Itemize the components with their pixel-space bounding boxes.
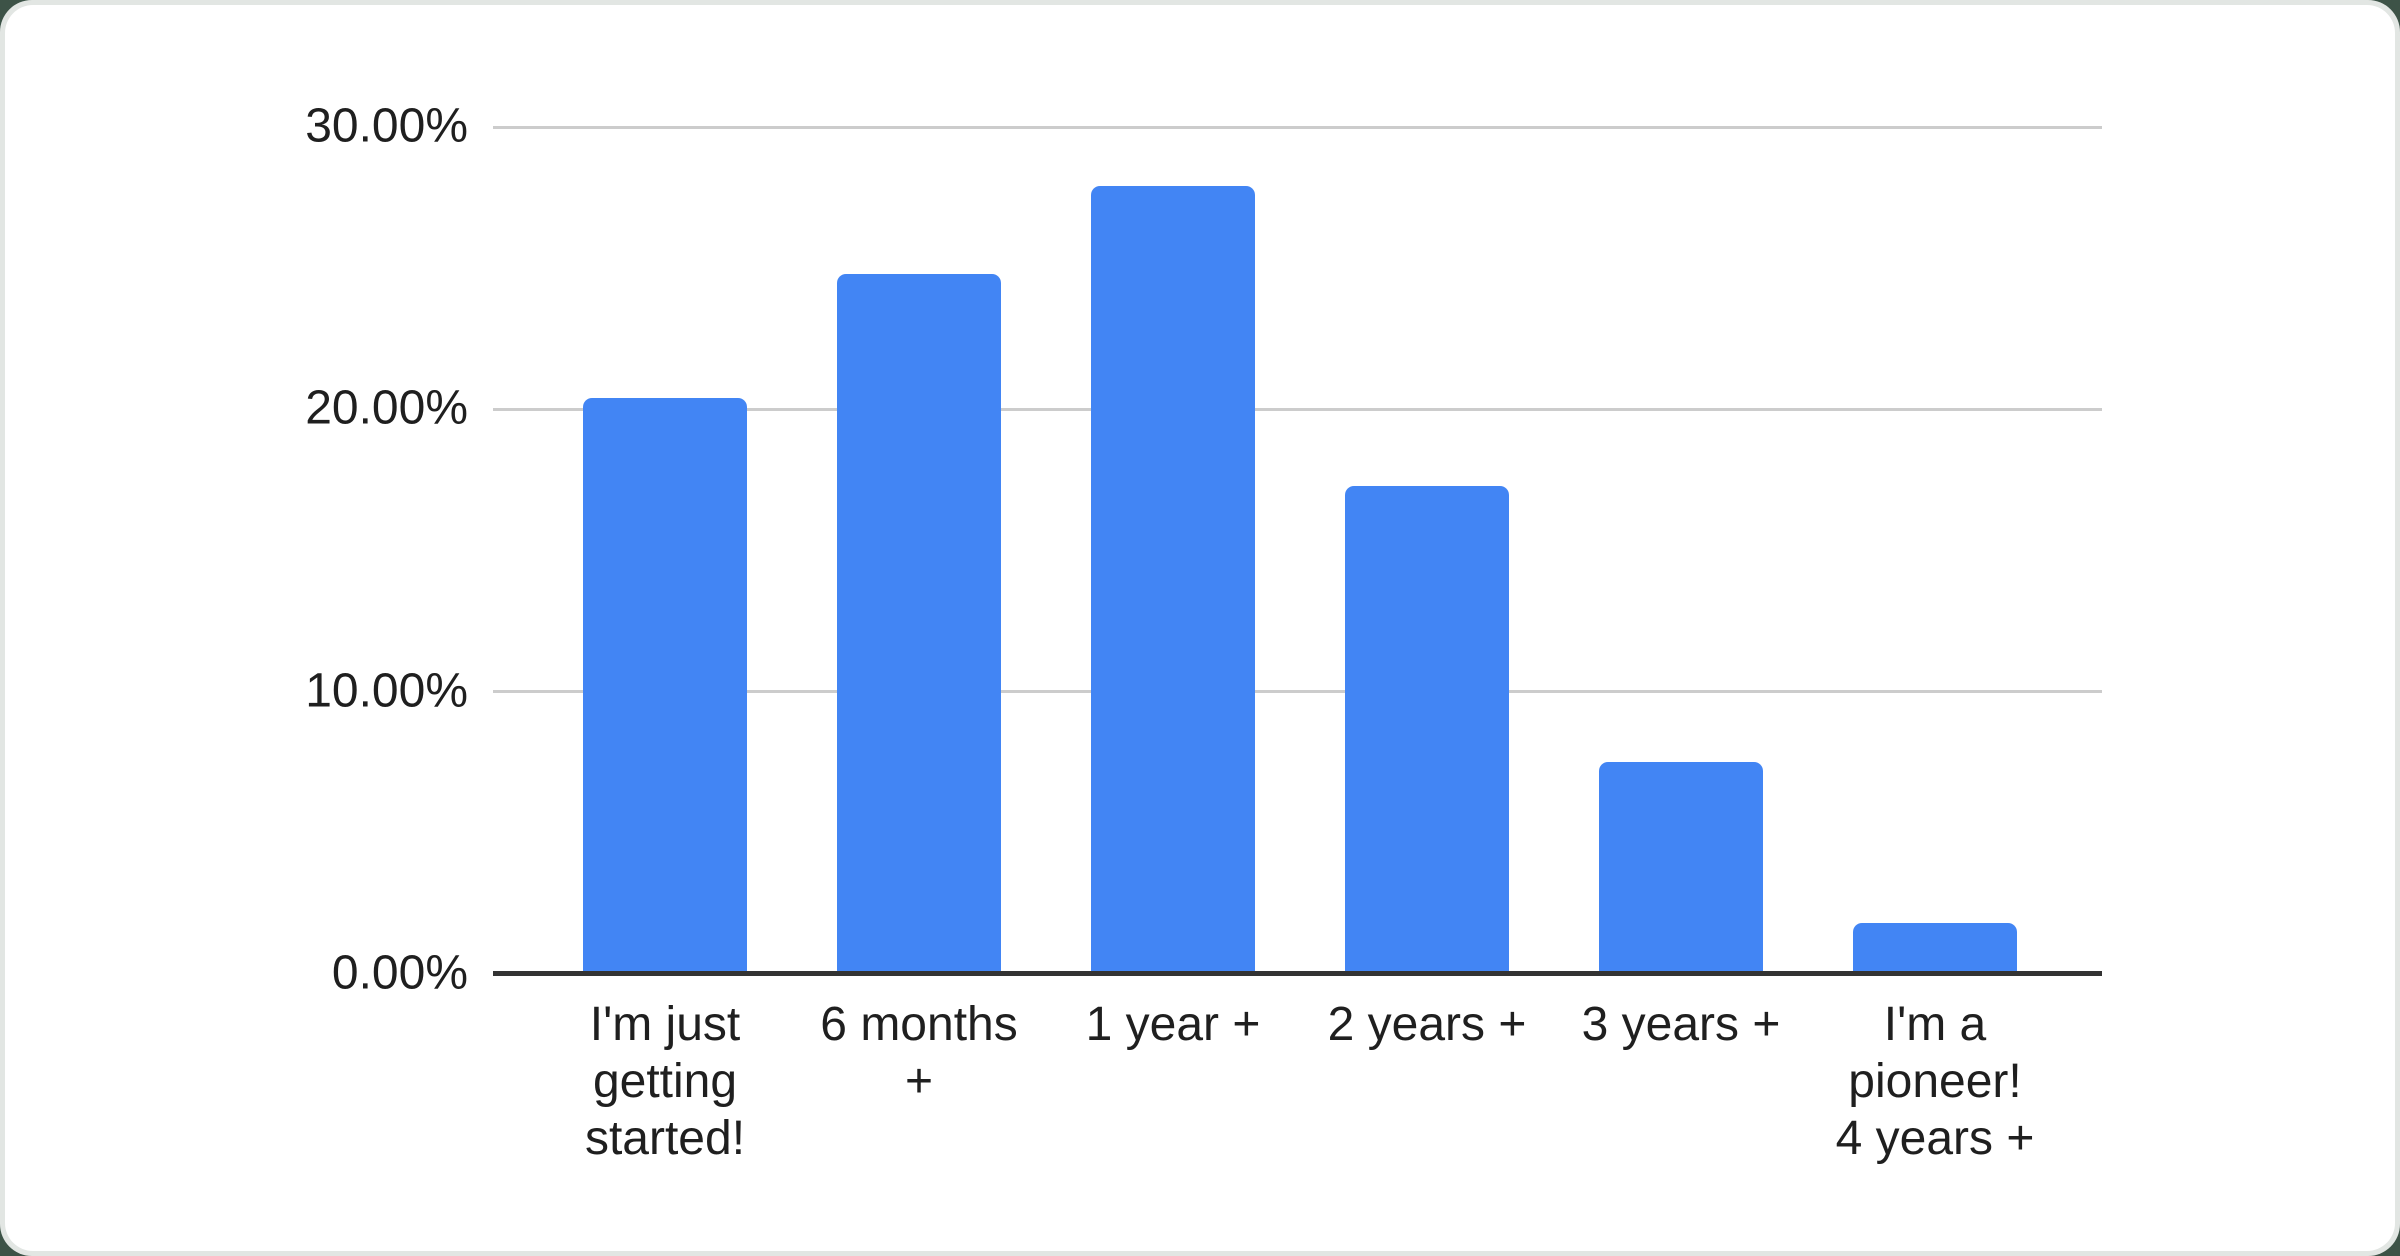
x-axis-category-label: 2 years + (1327, 998, 1527, 1051)
bar-4[interactable] (1345, 485, 1509, 974)
x-axis-category-label: I'm just getting started! (584, 998, 746, 1165)
gridline (493, 125, 2102, 129)
gridline (493, 690, 2102, 694)
bar-2[interactable] (837, 273, 1001, 974)
x-axis-category-label: 3 years + (1581, 998, 1781, 1051)
x-axis-category-label: 6 months + (820, 998, 1018, 1108)
x-axis-line (493, 971, 2102, 976)
x-axis-category-label: 1 year + (1085, 998, 1261, 1051)
bar-3[interactable] (1091, 186, 1255, 974)
bar-6[interactable] (1853, 923, 2017, 974)
y-axis-tick-label: 20.00% (305, 381, 468, 435)
bar-5[interactable] (1599, 762, 1763, 974)
plot-area: 0.00% 10.00% 20.00% 30.00% I'm just getting … (305, 99, 2102, 1165)
y-axis-tick-label: 30.00% (305, 99, 468, 153)
x-axis-category-label: I'm a pioneer! 4 years + (1835, 998, 2035, 1165)
gridline (493, 407, 2102, 411)
chart-card: 0.00% 10.00% 20.00% 30.00% I'm just getting … (5, 5, 2395, 1251)
y-axis-tick-label: 0.00% (331, 946, 468, 1000)
y-axis-tick-label: 10.00% (305, 664, 468, 718)
bar-1[interactable] (583, 398, 747, 974)
